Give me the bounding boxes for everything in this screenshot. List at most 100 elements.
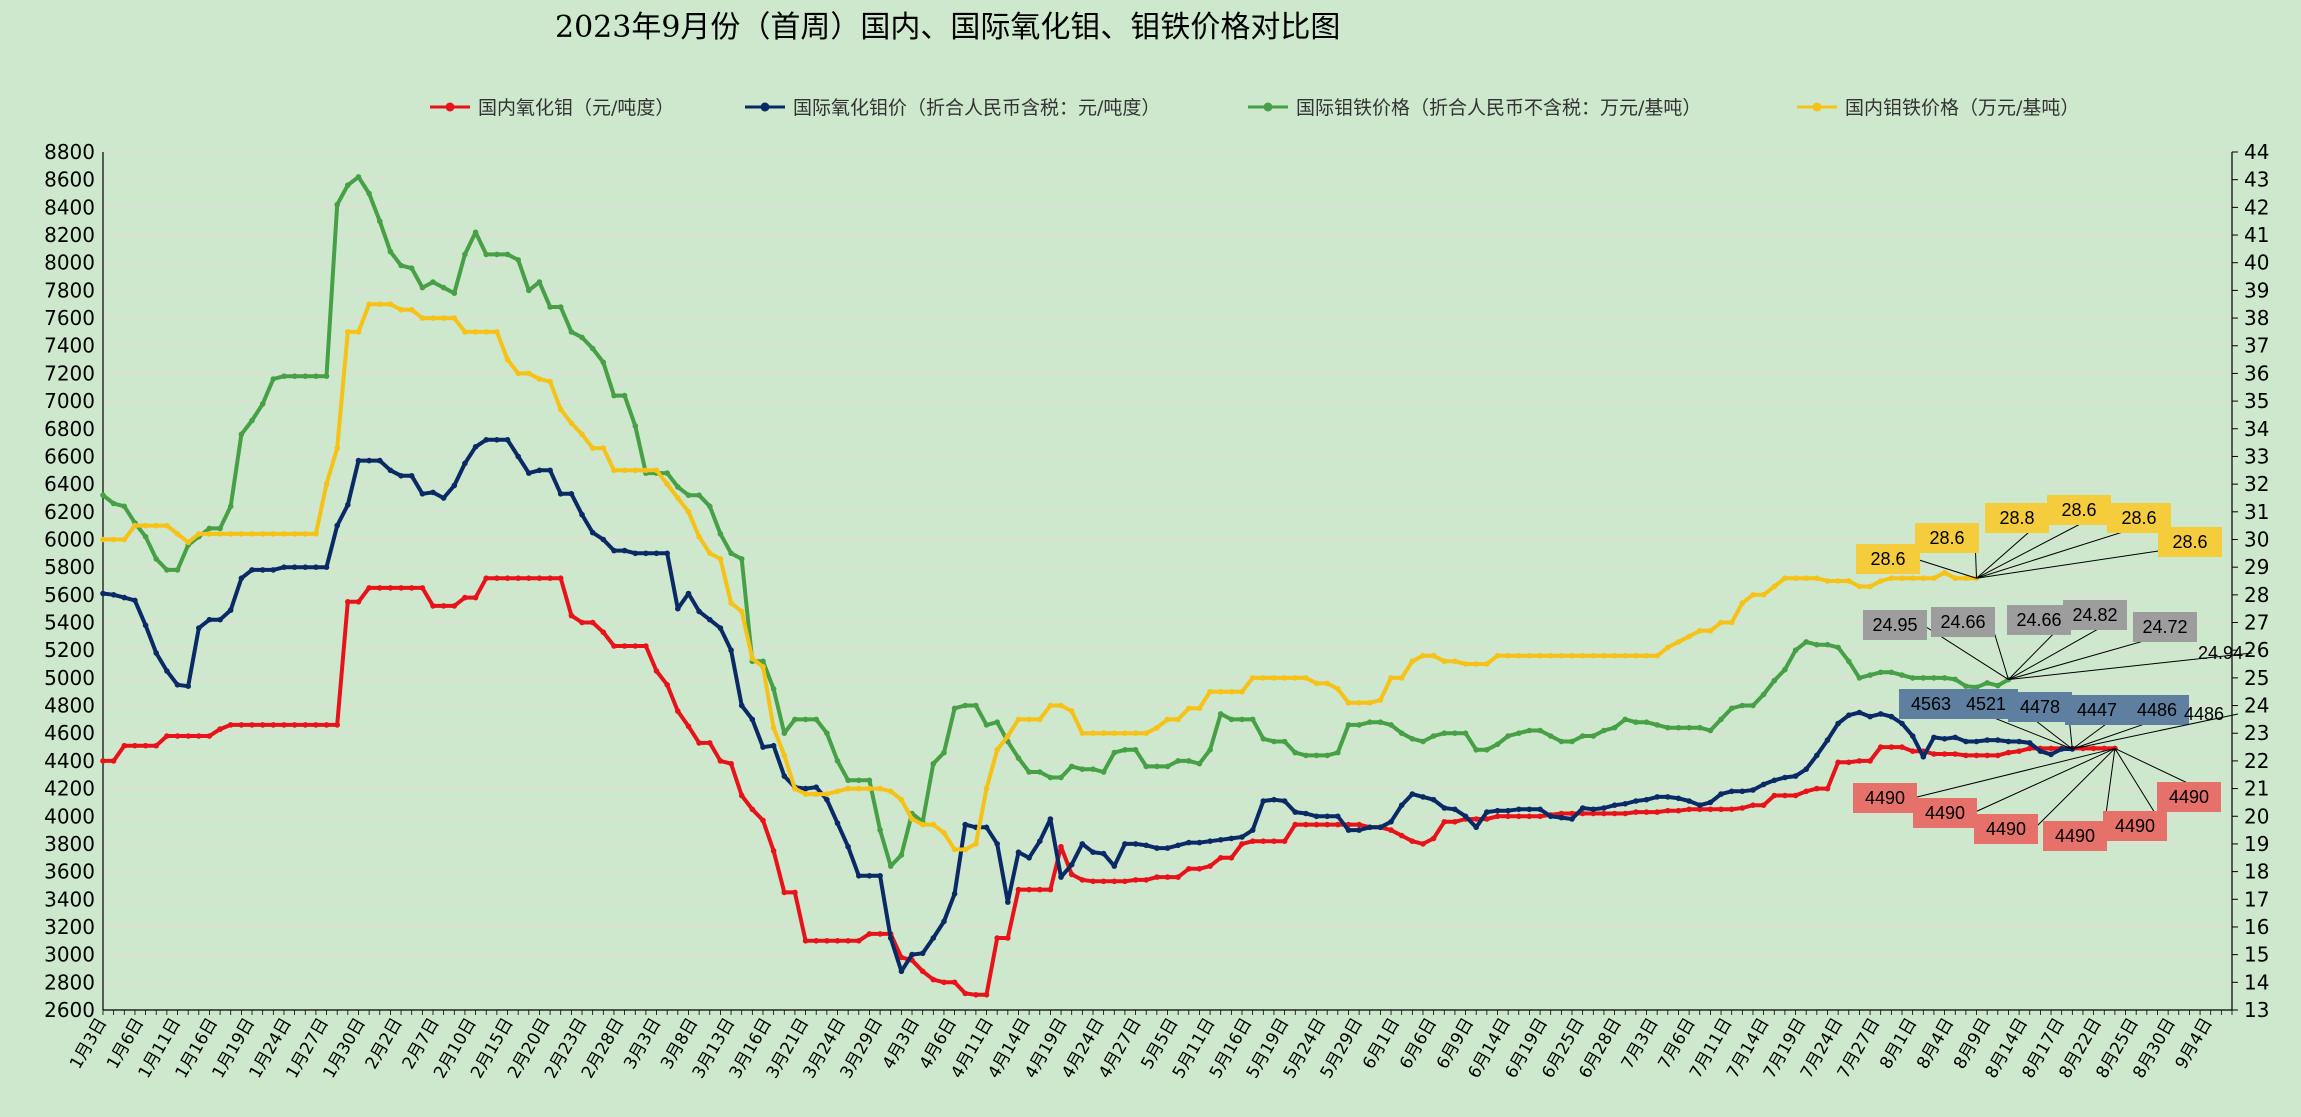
data-point <box>898 954 905 961</box>
data-point <box>1835 759 1841 766</box>
data-label: 24.72 <box>2142 617 2187 637</box>
data-point <box>611 467 617 474</box>
data-point <box>1728 705 1735 712</box>
data-point <box>930 976 937 983</box>
data-point <box>1047 702 1054 709</box>
data-point <box>685 590 692 597</box>
data-point <box>1154 763 1160 770</box>
data-point <box>611 643 617 649</box>
data-point <box>387 301 394 308</box>
data-point <box>174 567 181 573</box>
data-point <box>1569 738 1575 745</box>
data-point <box>1718 791 1724 797</box>
data-point <box>1015 886 1022 893</box>
data-point <box>1058 843 1064 850</box>
data-point <box>451 603 458 609</box>
data-point <box>781 773 788 779</box>
data-point <box>1271 675 1277 681</box>
data-point <box>685 723 692 730</box>
data-point <box>1228 835 1235 842</box>
data-point <box>1239 688 1245 695</box>
data-point <box>738 556 745 562</box>
data-point <box>1079 841 1086 847</box>
data-point <box>547 467 553 474</box>
data-point <box>824 938 830 944</box>
data-point <box>717 758 724 764</box>
data-point <box>1739 788 1746 795</box>
data-point <box>1952 734 1958 741</box>
data-point <box>1207 863 1213 869</box>
callout-box <box>1954 689 2018 719</box>
data-point <box>164 522 170 529</box>
data-point <box>1452 730 1458 736</box>
data-point <box>760 664 766 670</box>
data-point <box>164 668 170 674</box>
callouts-domestic-femo: 28.6 28.6 28.8 28.6 28.6 28.6 <box>1856 495 2222 579</box>
callout-leader <box>1972 747 2116 814</box>
data-point <box>1899 575 1905 581</box>
data-point <box>1760 691 1767 698</box>
data-point <box>536 575 543 581</box>
data-point <box>238 575 245 581</box>
data-point <box>174 682 181 688</box>
data-point <box>504 437 511 443</box>
data-point <box>856 938 862 944</box>
data-point <box>1824 785 1831 792</box>
right-tick-label: 21 <box>2244 777 2269 801</box>
data-point <box>600 536 607 543</box>
data-point <box>643 550 649 557</box>
data-point <box>1579 652 1586 659</box>
data-point <box>142 522 149 529</box>
data-point <box>302 373 309 380</box>
data-label: 28.6 <box>2121 508 2156 528</box>
data-point <box>1516 652 1522 659</box>
data-point <box>909 951 915 958</box>
data-point <box>1313 680 1320 687</box>
data-point <box>866 785 873 792</box>
data-point <box>1526 727 1533 734</box>
data-point <box>1771 677 1778 684</box>
data-point <box>408 473 415 479</box>
data-point <box>728 647 734 653</box>
callout-box <box>2008 692 2072 722</box>
data-point <box>1100 850 1107 857</box>
callout-box <box>2125 695 2189 725</box>
callout-box <box>1985 503 2049 533</box>
data-point <box>1547 733 1554 739</box>
data-point <box>355 599 362 605</box>
data-point <box>1441 658 1448 665</box>
data-point <box>249 567 255 573</box>
data-point <box>1899 672 1905 678</box>
data-point <box>430 489 436 496</box>
callout-box <box>2007 605 2071 635</box>
data-point <box>632 643 639 649</box>
data-point <box>483 437 490 443</box>
data-point <box>1835 720 1841 727</box>
data-point <box>174 733 181 739</box>
data-point <box>164 567 170 573</box>
data-point <box>1792 575 1799 581</box>
data-point <box>217 531 223 537</box>
data-label: 4447 <box>2077 700 2117 720</box>
left-tick-label: 8800 <box>44 140 95 164</box>
data-point <box>2026 740 2033 746</box>
series-domestic-femo <box>100 301 1980 853</box>
data-point <box>813 938 819 944</box>
data-point <box>1068 861 1075 868</box>
right-tick-label: 29 <box>2244 555 2269 579</box>
legend: 国内氧化钼（元/吨度） 国际氧化钼价（折合人民币含税：元/吨度） 国际钼铁价格（… <box>430 97 2079 119</box>
left-tick-label: 6400 <box>44 472 95 496</box>
data-point <box>1228 716 1235 723</box>
data-point <box>1100 730 1107 736</box>
data-point <box>366 457 372 464</box>
data-point <box>1260 736 1267 742</box>
data-point <box>1154 845 1160 851</box>
data-point <box>1856 709 1863 716</box>
data-point <box>1398 802 1405 808</box>
data-point <box>100 590 106 597</box>
data-point <box>1335 813 1341 820</box>
data-point <box>1558 810 1565 817</box>
data-point <box>696 740 702 746</box>
data-label: 4490 <box>1986 819 2026 839</box>
data-point <box>2048 745 2054 752</box>
